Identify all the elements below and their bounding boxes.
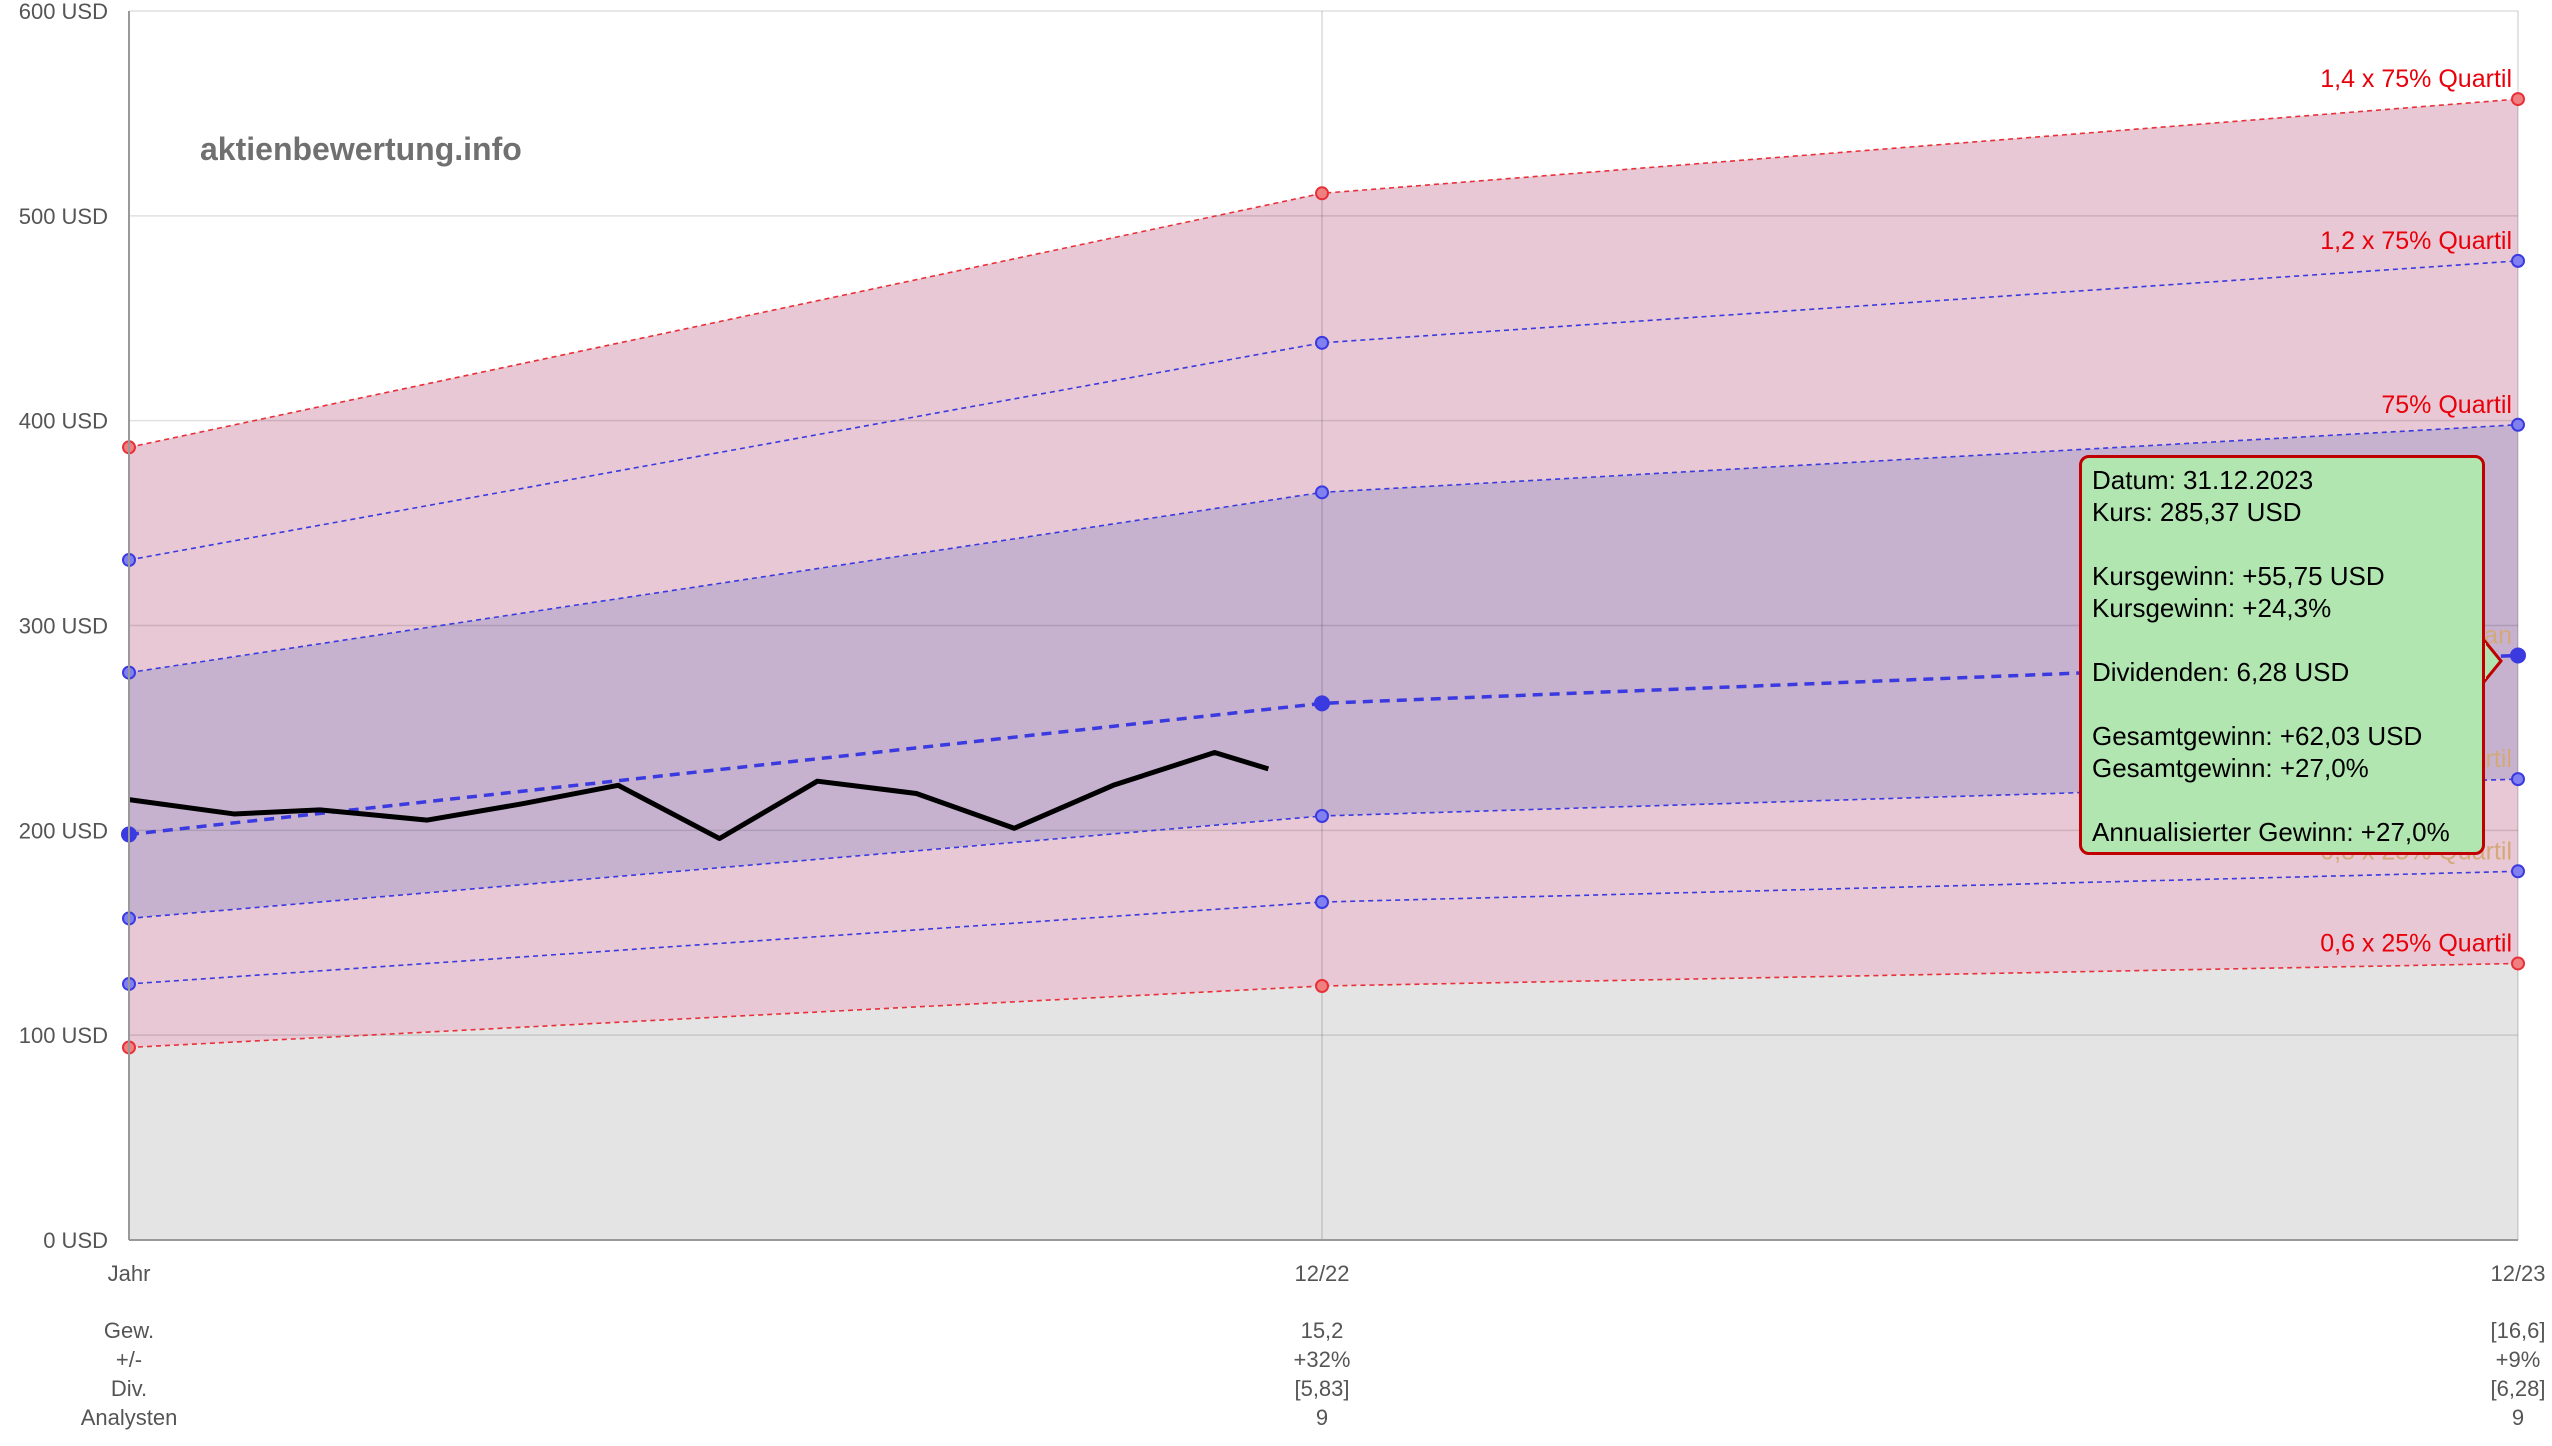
table-cell: +32% [1294,1347,1351,1372]
y-tick-label: 100 USD [19,1023,108,1048]
table-cell: [6,28] [2490,1376,2545,1401]
y-tick-label: 400 USD [19,409,108,434]
band-line [128,260,2519,561]
tooltip-line: Gesamtgewinn: +27,0% [2092,753,2369,783]
tooltip: Datum: 31.12.2023 Kurs: 285,37 USD Kursgew… [2079,455,2485,855]
y-tick-label: 0 USD [43,1228,108,1253]
x-tick-label: 12/23 [2490,1261,2545,1286]
table-cell: [5,83] [1294,1376,1349,1401]
price-history [128,749,1270,842]
tooltip-line: Kurs: 285,37 USD [2092,497,2302,527]
axes: 0 USD 100 USD 200 USD 300 USD 400 USD 500 USD… [19,0,2546,1430]
tooltip-line: Dividenden: 6,28 USD [2092,657,2350,687]
band-point[interactable] [1315,895,1329,910]
band-point[interactable] [2511,92,2525,107]
tooltip-line: Kursgewinn: +55,75 USD [2092,561,2385,591]
tooltip-line [2092,624,2472,656]
band-line [128,962,2519,1049]
band-point[interactable] [2511,772,2525,787]
band-fills [129,99,2518,1240]
median-point[interactable] [1314,695,1330,712]
band-point[interactable] [1315,979,1329,994]
tooltip-line: Gesamtgewinn: +62,03 USD [2092,721,2423,751]
table-row-label: +/- [116,1347,142,1372]
price-line [128,749,1270,842]
watermark: aktienbewertung.info [200,131,522,167]
tooltip-line [2092,784,2472,816]
band-point[interactable] [1315,186,1329,201]
median-point[interactable] [2510,647,2526,664]
band-point[interactable] [2511,864,2525,879]
y-tick-label: 300 USD [19,614,108,639]
band-line [128,870,2519,985]
y-tick-label: 200 USD [19,818,108,843]
table-row-label: Analysten [81,1405,178,1430]
tooltip-pointer [2483,637,2503,686]
band-point[interactable] [1315,485,1329,500]
table-row-label: Gew. [104,1318,154,1343]
band-fill-bottom [129,963,2518,1240]
band-fill-lower [129,779,2518,1048]
band-point[interactable] [2511,417,2525,432]
band-point[interactable] [2511,956,2525,971]
band-fill-upper [129,99,2518,673]
y-tick-label: 500 USD [19,204,108,229]
table-cell: 9 [2512,1405,2524,1430]
x-tick-label: 12/22 [1294,1261,1349,1286]
tooltip-line [2092,528,2472,560]
band-fill-inner [129,424,2518,919]
table-cell: +9% [2496,1347,2541,1372]
band-point[interactable] [1315,808,1329,823]
band-point[interactable] [2511,253,2525,268]
table-cell: [16,6] [2490,1318,2545,1343]
tooltip-line [2092,688,2472,720]
y-tick-label: 600 USD [19,0,108,24]
table-cell: 15,2 [1301,1318,1344,1343]
x-tick-label: Jahr [108,1261,151,1286]
band-point[interactable] [1315,335,1329,350]
band-label: 1,4 x 75% Quartil [2320,65,2512,93]
tooltip-line: Annualisierter Gewinn: +27,0% [2092,817,2450,847]
band-label: 75% Quartil [2381,391,2512,419]
table-row-label: Div. [111,1376,147,1401]
band-label: 0,6 x 25% Quartil [2320,929,2512,957]
tooltip-line: Kursgewinn: +24,3% [2092,593,2332,623]
tooltip-line: Datum: 31.12.2023 [2092,465,2314,495]
table-cell: 9 [1316,1405,1328,1430]
band-label: 1,2 x 75% Quartil [2320,227,2512,255]
